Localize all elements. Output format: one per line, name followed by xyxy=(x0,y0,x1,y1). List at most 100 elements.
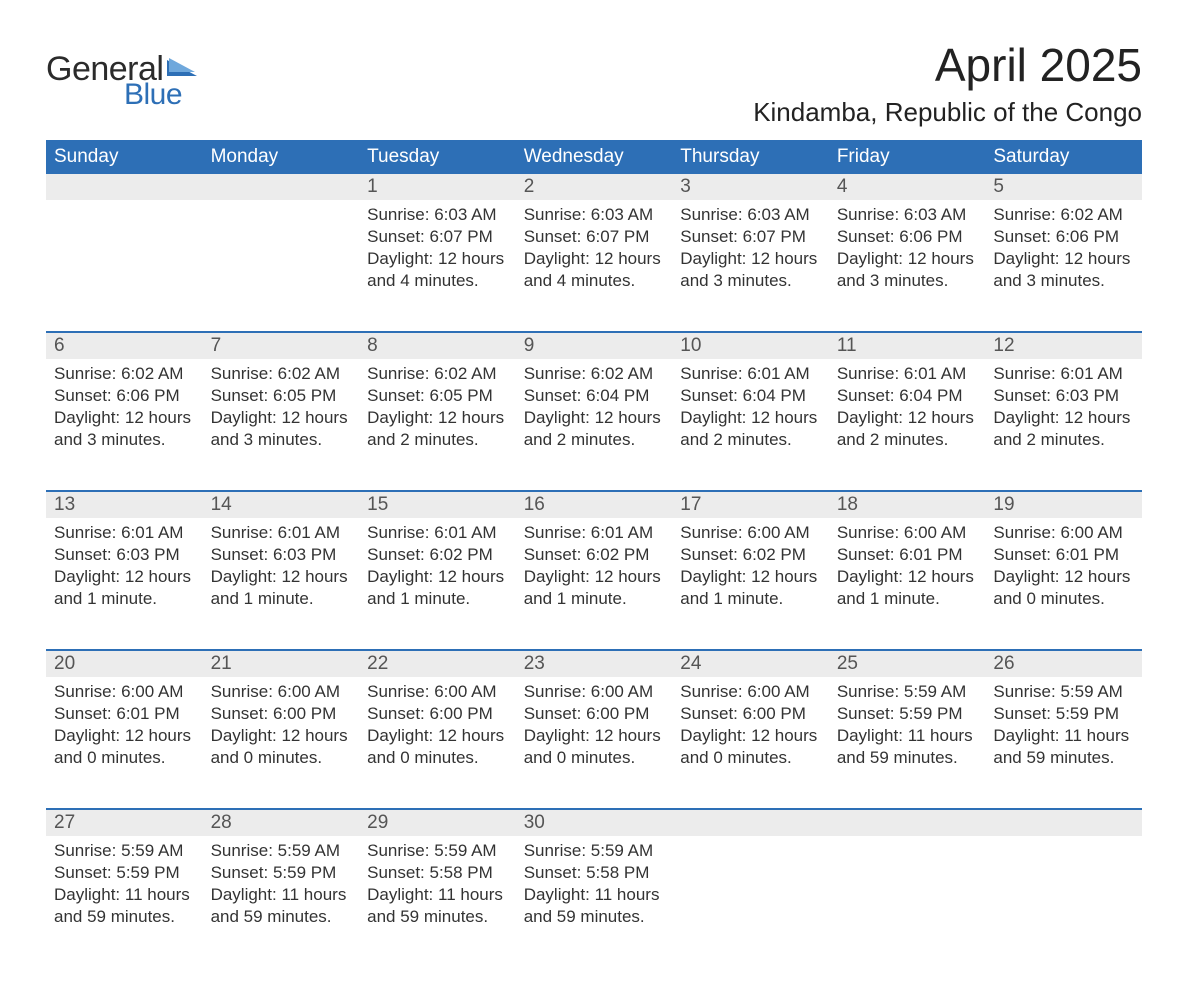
sunset-label: Sunset: xyxy=(524,386,586,405)
month-title: April 2025 xyxy=(753,40,1142,91)
day-content-row: Sunrise: 6:02 AMSunset: 6:06 PMDaylight:… xyxy=(46,359,1142,491)
day-cell: Sunrise: 6:00 AMSunset: 6:01 PMDaylight:… xyxy=(829,518,986,650)
sunrise-value: 6:03 AM xyxy=(747,205,809,224)
day-cell: Sunrise: 5:59 AMSunset: 5:59 PMDaylight:… xyxy=(46,836,203,968)
sunset-line: Sunset: 6:00 PM xyxy=(367,703,508,725)
weekday-header: Wednesday xyxy=(516,140,673,174)
sunset-label: Sunset: xyxy=(524,704,586,723)
sunset-line: Sunset: 6:01 PM xyxy=(993,544,1134,566)
day-number-cell: 5 xyxy=(985,174,1142,200)
daylight-line: Daylight: 12 hours and 1 minute. xyxy=(54,566,195,610)
day-number-cell: 11 xyxy=(829,332,986,359)
sunset-line: Sunset: 6:03 PM xyxy=(993,385,1134,407)
daylight-line: Daylight: 12 hours and 2 minutes. xyxy=(837,407,978,451)
daylight-label: Daylight: xyxy=(993,249,1064,268)
sunrise-line: Sunrise: 6:01 AM xyxy=(993,363,1134,385)
sunrise-line: Sunrise: 6:02 AM xyxy=(54,363,195,385)
sunrise-line: Sunrise: 6:00 AM xyxy=(680,681,821,703)
sunset-line: Sunset: 6:02 PM xyxy=(524,544,665,566)
sunset-value: 6:00 PM xyxy=(273,704,336,723)
sunrise-label: Sunrise: xyxy=(524,841,591,860)
sunrise-label: Sunrise: xyxy=(54,682,121,701)
daylight-line: Daylight: 12 hours and 4 minutes. xyxy=(524,248,665,292)
daylight-line: Daylight: 12 hours and 0 minutes. xyxy=(211,725,352,769)
sunset-line: Sunset: 6:05 PM xyxy=(211,385,352,407)
page: General Blue April 2025 Kindamba, Republ… xyxy=(0,0,1188,1008)
sunset-line: Sunset: 6:02 PM xyxy=(680,544,821,566)
sunrise-value: 6:00 AM xyxy=(121,682,183,701)
daylight-line: Daylight: 12 hours and 1 minute. xyxy=(211,566,352,610)
day-cell: Sunrise: 6:03 AMSunset: 6:06 PMDaylight:… xyxy=(829,200,986,332)
sunset-label: Sunset: xyxy=(54,545,116,564)
sunset-label: Sunset: xyxy=(54,386,116,405)
day-number-cell: 28 xyxy=(203,809,360,836)
day-number-cell xyxy=(203,174,360,200)
sunrise-value: 6:02 AM xyxy=(121,364,183,383)
sunrise-line: Sunrise: 5:59 AM xyxy=(54,840,195,862)
sunset-label: Sunset: xyxy=(837,545,899,564)
sunset-label: Sunset: xyxy=(680,386,742,405)
weekday-header: Sunday xyxy=(46,140,203,174)
sunset-label: Sunset: xyxy=(680,704,742,723)
sunrise-label: Sunrise: xyxy=(680,205,747,224)
day-content-row: Sunrise: 6:00 AMSunset: 6:01 PMDaylight:… xyxy=(46,677,1142,809)
sunrise-line: Sunrise: 6:00 AM xyxy=(211,681,352,703)
sunset-value: 6:01 PM xyxy=(116,704,179,723)
sunrise-label: Sunrise: xyxy=(837,364,904,383)
day-number-cell: 25 xyxy=(829,650,986,677)
daylight-line: Daylight: 12 hours and 2 minutes. xyxy=(367,407,508,451)
daylight-label: Daylight: xyxy=(211,885,282,904)
daylight-label: Daylight: xyxy=(367,249,438,268)
daylight-line: Daylight: 12 hours and 3 minutes. xyxy=(680,248,821,292)
sunset-value: 6:00 PM xyxy=(586,704,649,723)
sunrise-label: Sunrise: xyxy=(993,364,1060,383)
sunrise-label: Sunrise: xyxy=(54,523,121,542)
sunrise-value: 6:01 AM xyxy=(747,364,809,383)
daylight-label: Daylight: xyxy=(680,408,751,427)
sunrise-value: 6:01 AM xyxy=(434,523,496,542)
weekday-header: Monday xyxy=(203,140,360,174)
title-block: April 2025 Kindamba, Republic of the Con… xyxy=(753,40,1142,128)
day-cell: Sunrise: 6:01 AMSunset: 6:03 PMDaylight:… xyxy=(46,518,203,650)
day-cell xyxy=(203,200,360,332)
daylight-line: Daylight: 11 hours and 59 minutes. xyxy=(367,884,508,928)
sunset-value: 6:07 PM xyxy=(430,227,493,246)
day-cell: Sunrise: 6:00 AMSunset: 6:00 PMDaylight:… xyxy=(672,677,829,809)
sunset-line: Sunset: 6:06 PM xyxy=(54,385,195,407)
sunrise-label: Sunrise: xyxy=(680,523,747,542)
sunset-line: Sunset: 6:01 PM xyxy=(54,703,195,725)
sunrise-value: 6:00 AM xyxy=(747,682,809,701)
sunset-label: Sunset: xyxy=(837,704,899,723)
day-number-cell: 9 xyxy=(516,332,673,359)
day-number-cell: 2 xyxy=(516,174,673,200)
day-number-cell xyxy=(672,809,829,836)
day-cell: Sunrise: 6:00 AMSunset: 6:01 PMDaylight:… xyxy=(985,518,1142,650)
sunrise-value: 6:00 AM xyxy=(904,523,966,542)
sunset-value: 5:59 PM xyxy=(116,863,179,882)
day-cell: Sunrise: 6:02 AMSunset: 6:05 PMDaylight:… xyxy=(359,359,516,491)
sunset-line: Sunset: 6:00 PM xyxy=(211,703,352,725)
sunset-value: 5:58 PM xyxy=(430,863,493,882)
daylight-label: Daylight: xyxy=(837,726,908,745)
day-number-cell: 14 xyxy=(203,491,360,518)
day-cell: Sunrise: 6:02 AMSunset: 6:04 PMDaylight:… xyxy=(516,359,673,491)
sunrise-label: Sunrise: xyxy=(367,364,434,383)
sunset-label: Sunset: xyxy=(211,386,273,405)
sunrise-line: Sunrise: 6:02 AM xyxy=(211,363,352,385)
day-number-row: 27282930 xyxy=(46,809,1142,836)
day-cell: Sunrise: 6:00 AMSunset: 6:00 PMDaylight:… xyxy=(359,677,516,809)
sunrise-value: 6:03 AM xyxy=(904,205,966,224)
sunset-value: 6:06 PM xyxy=(899,227,962,246)
daylight-line: Daylight: 12 hours and 3 minutes. xyxy=(837,248,978,292)
sunrise-label: Sunrise: xyxy=(367,841,434,860)
sunset-value: 6:03 PM xyxy=(116,545,179,564)
day-cell: Sunrise: 6:03 AMSunset: 6:07 PMDaylight:… xyxy=(516,200,673,332)
sunset-line: Sunset: 5:58 PM xyxy=(367,862,508,884)
sunrise-value: 5:59 AM xyxy=(434,841,496,860)
daylight-label: Daylight: xyxy=(837,567,908,586)
sunrise-line: Sunrise: 5:59 AM xyxy=(993,681,1134,703)
daylight-label: Daylight: xyxy=(837,249,908,268)
sunrise-line: Sunrise: 6:03 AM xyxy=(367,204,508,226)
day-number-cell: 30 xyxy=(516,809,673,836)
sunset-value: 6:03 PM xyxy=(273,545,336,564)
